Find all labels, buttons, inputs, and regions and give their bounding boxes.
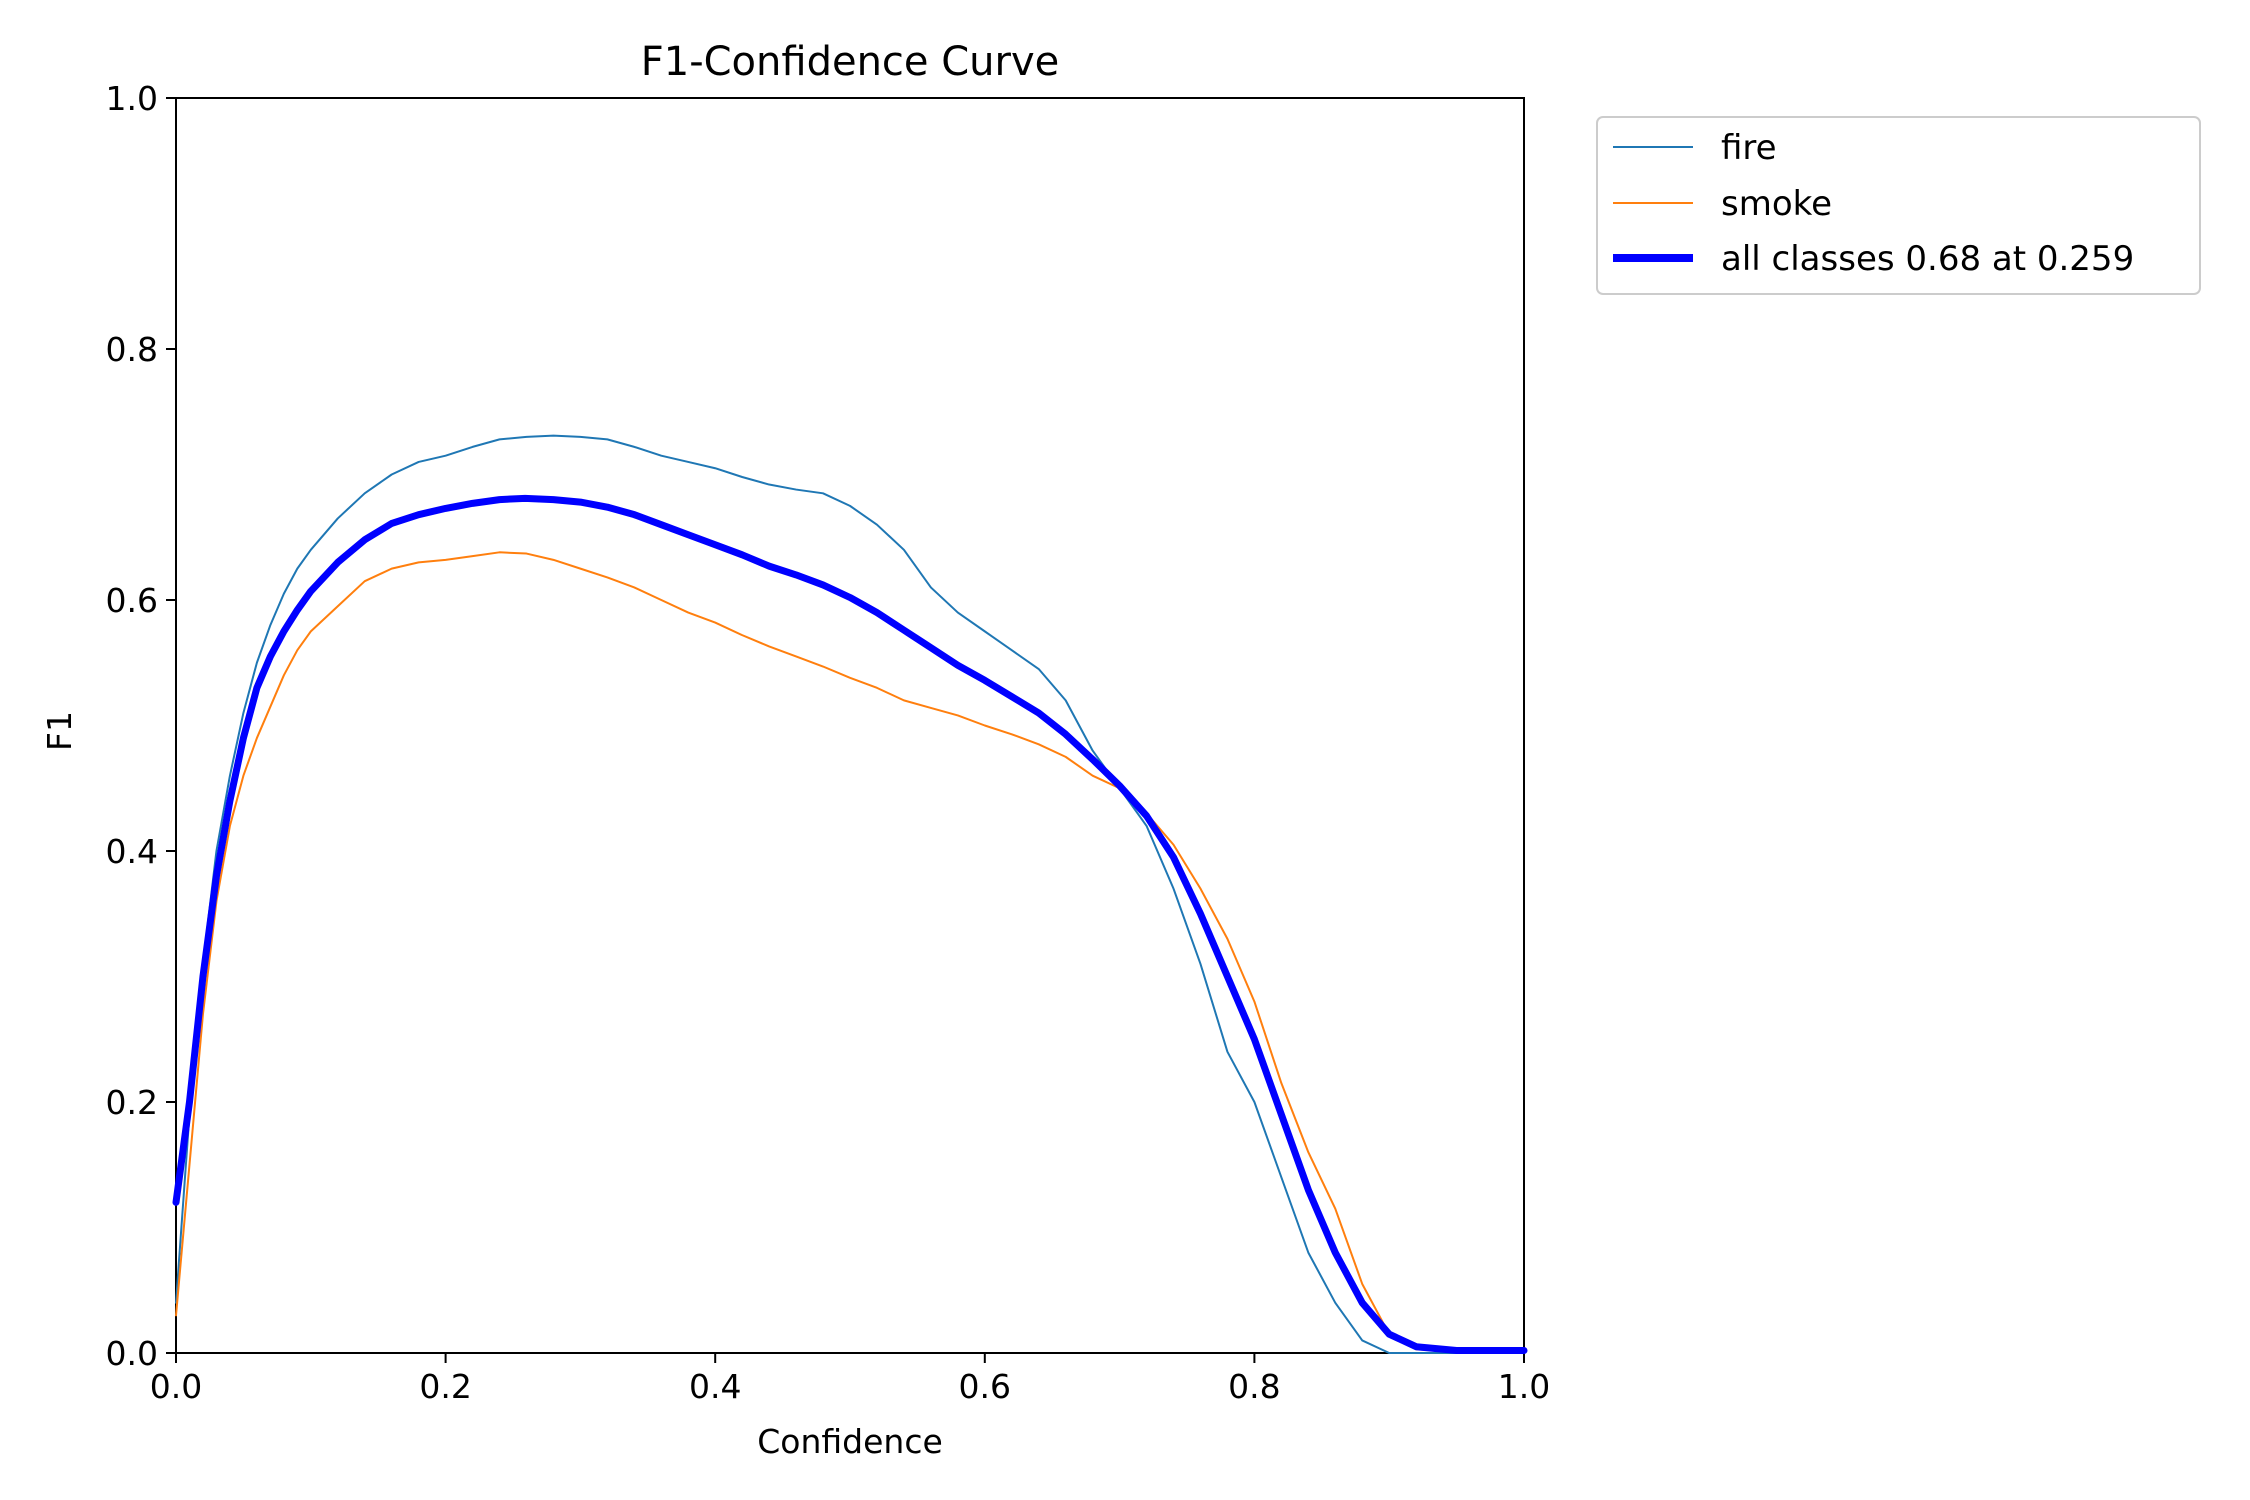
x-tick-label: 0.6 [959, 1367, 1011, 1406]
legend-box [1596, 116, 2201, 295]
y-tick-label: 0.2 [106, 1083, 158, 1122]
y-tick-label: 1.0 [106, 79, 158, 118]
series-lines [172, 434, 1528, 1354]
legend: fire smoke all classes 0.68 at 0.259 [1596, 116, 2201, 295]
x-tick-label: 0.0 [150, 1367, 202, 1406]
y-tick-label: 0.8 [106, 330, 158, 369]
x-tick-label: 0.4 [689, 1367, 741, 1406]
y-tick-label: 0.6 [106, 581, 158, 620]
fire-series-line [175, 434, 1525, 1354]
chart-title: F1-Confidence Curve [641, 39, 1060, 85]
x-tick-label: 1.0 [1498, 1367, 1550, 1406]
smoke-series-line [175, 551, 1525, 1354]
x-tick-label: 0.8 [1228, 1367, 1280, 1406]
legend-smoke-label: smoke [1721, 184, 1832, 224]
x-axis-label: Confidence [757, 1422, 943, 1461]
legend-fire-label: fire [1721, 128, 1777, 168]
y-tick-label: 0.4 [106, 832, 158, 871]
x-axis: 0.0 0.2 0.4 0.6 0.8 1.0 [150, 1353, 1550, 1406]
x-tick-label: 0.2 [419, 1367, 471, 1406]
y-axis: 0.0 0.2 0.4 0.6 0.8 1.0 [106, 79, 176, 1373]
y-axis-label: F1 [40, 711, 79, 751]
all-classes-series-line [172, 494, 1528, 1354]
y-tick-label: 0.0 [106, 1334, 158, 1373]
legend-all-classes-label: all classes 0.68 at 0.259 [1721, 239, 2134, 279]
plot-area-frame [175, 97, 1525, 1354]
